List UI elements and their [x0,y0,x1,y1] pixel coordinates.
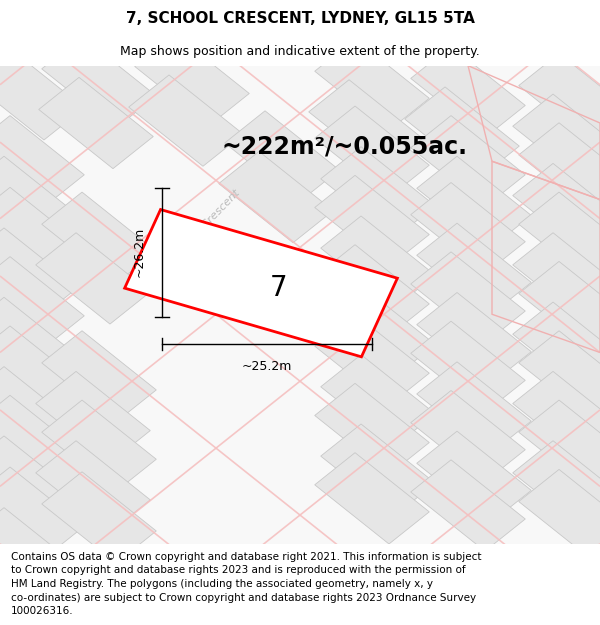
Polygon shape [513,94,600,186]
Polygon shape [36,441,150,532]
Polygon shape [519,192,600,283]
Polygon shape [411,182,525,274]
Polygon shape [225,111,339,202]
Polygon shape [321,147,435,238]
Text: 7, SCHOOL CRESCENT, LYDNEY, GL15 5TA: 7, SCHOOL CRESCENT, LYDNEY, GL15 5TA [125,11,475,26]
Polygon shape [321,286,435,377]
Polygon shape [0,395,84,487]
Polygon shape [42,472,156,563]
Polygon shape [519,122,600,214]
Polygon shape [315,176,429,267]
Polygon shape [411,46,525,138]
Polygon shape [309,80,423,171]
Text: ~25.2m: ~25.2m [242,361,292,373]
Polygon shape [0,436,78,528]
Polygon shape [0,508,78,599]
Polygon shape [36,371,150,462]
Polygon shape [42,400,156,491]
Polygon shape [519,331,600,422]
Polygon shape [411,252,525,343]
Polygon shape [42,192,156,283]
Polygon shape [0,49,84,140]
Polygon shape [321,424,435,515]
Text: ~222m²/~0.055ac.: ~222m²/~0.055ac. [222,135,468,159]
Polygon shape [315,383,429,474]
Polygon shape [135,34,249,126]
Polygon shape [417,362,531,453]
Polygon shape [519,54,600,145]
Polygon shape [219,151,333,242]
Text: Contains OS data © Crown copyright and database right 2021. This information is : Contains OS data © Crown copyright and d… [11,552,481,616]
Polygon shape [417,292,531,384]
Polygon shape [417,431,531,522]
Polygon shape [315,106,429,198]
Polygon shape [315,39,429,131]
Polygon shape [417,223,531,314]
Polygon shape [315,245,429,336]
Polygon shape [129,75,243,166]
Polygon shape [519,261,600,352]
Polygon shape [36,232,150,324]
Text: School Crescent: School Crescent [172,188,242,259]
Polygon shape [0,188,84,279]
Polygon shape [513,371,600,462]
Polygon shape [321,354,435,446]
Polygon shape [0,257,84,348]
Polygon shape [411,391,525,482]
Polygon shape [125,209,397,357]
Polygon shape [417,156,531,248]
Polygon shape [315,314,429,406]
Polygon shape [0,467,84,558]
Polygon shape [405,87,519,178]
Text: Map shows position and indicative extent of the property.: Map shows position and indicative extent… [120,45,480,58]
Polygon shape [321,216,435,308]
Polygon shape [513,232,600,324]
Polygon shape [519,400,600,491]
Polygon shape [0,298,78,389]
Polygon shape [411,321,525,412]
Polygon shape [411,460,525,551]
Polygon shape [0,156,78,248]
Text: 7: 7 [270,274,288,302]
Polygon shape [42,37,156,128]
Polygon shape [0,367,78,458]
Polygon shape [0,116,84,207]
Polygon shape [519,469,600,561]
Polygon shape [39,78,153,169]
Polygon shape [0,228,78,319]
Polygon shape [513,163,600,255]
Polygon shape [513,441,600,532]
Polygon shape [42,331,156,422]
Text: ~26.2m: ~26.2m [133,227,146,278]
Polygon shape [513,302,600,393]
Polygon shape [315,452,429,544]
Polygon shape [411,116,525,207]
Polygon shape [0,326,84,418]
